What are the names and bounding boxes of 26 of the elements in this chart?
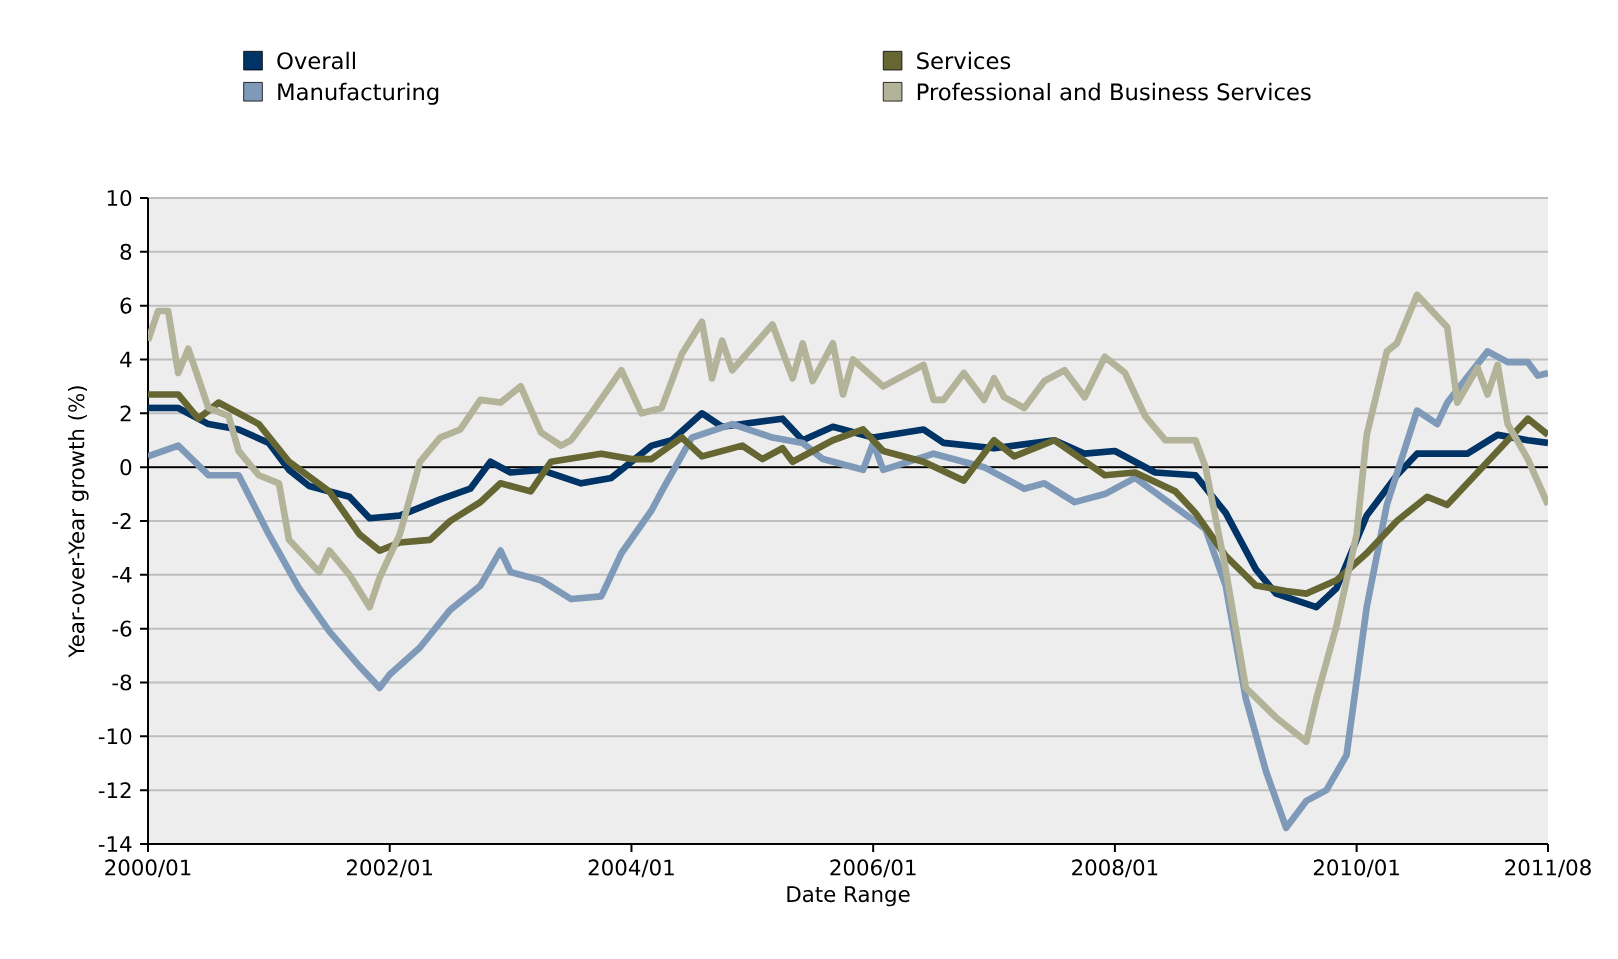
x-tick-label: 2010/01: [1313, 859, 1399, 878]
x-tick-label: 2002/01: [346, 859, 433, 878]
x-tick-label: 2006/01: [830, 859, 916, 878]
legend-label: Overall: [277, 51, 355, 70]
legend-label: Services: [917, 51, 1011, 70]
y-tick-label: 10: [107, 189, 132, 207]
x-tick-label: 2004/01: [588, 859, 674, 878]
y-tick-label: -6: [112, 620, 132, 637]
x-tick-label: 2011/08: [1505, 859, 1591, 878]
y-tick-label: -12: [98, 782, 131, 799]
legend-label: Manufacturing: [278, 82, 439, 105]
y-axis-title: Year-over-Year growth (%): [67, 386, 89, 658]
y-tick-label: -10: [98, 728, 132, 745]
y-tick-label: 4: [120, 351, 132, 368]
y-tick-label: 8: [120, 243, 132, 260]
x-tick-label: 2008/01: [1072, 859, 1158, 878]
y-tick-label: 2: [120, 405, 131, 422]
y-tick-label: -8: [112, 674, 132, 691]
y-tick-label: -2: [112, 513, 131, 529]
x-axis-title: Date Range: [787, 886, 910, 907]
x-tick-label: 2000/01: [105, 859, 191, 878]
y-tick-label: -14: [98, 836, 132, 852]
legend-label: Professional and Business Services: [917, 82, 1311, 101]
y-tick-label: 6: [120, 297, 132, 314]
y-tick-label: -4: [112, 567, 132, 583]
y-tick-label: 0: [120, 459, 132, 476]
